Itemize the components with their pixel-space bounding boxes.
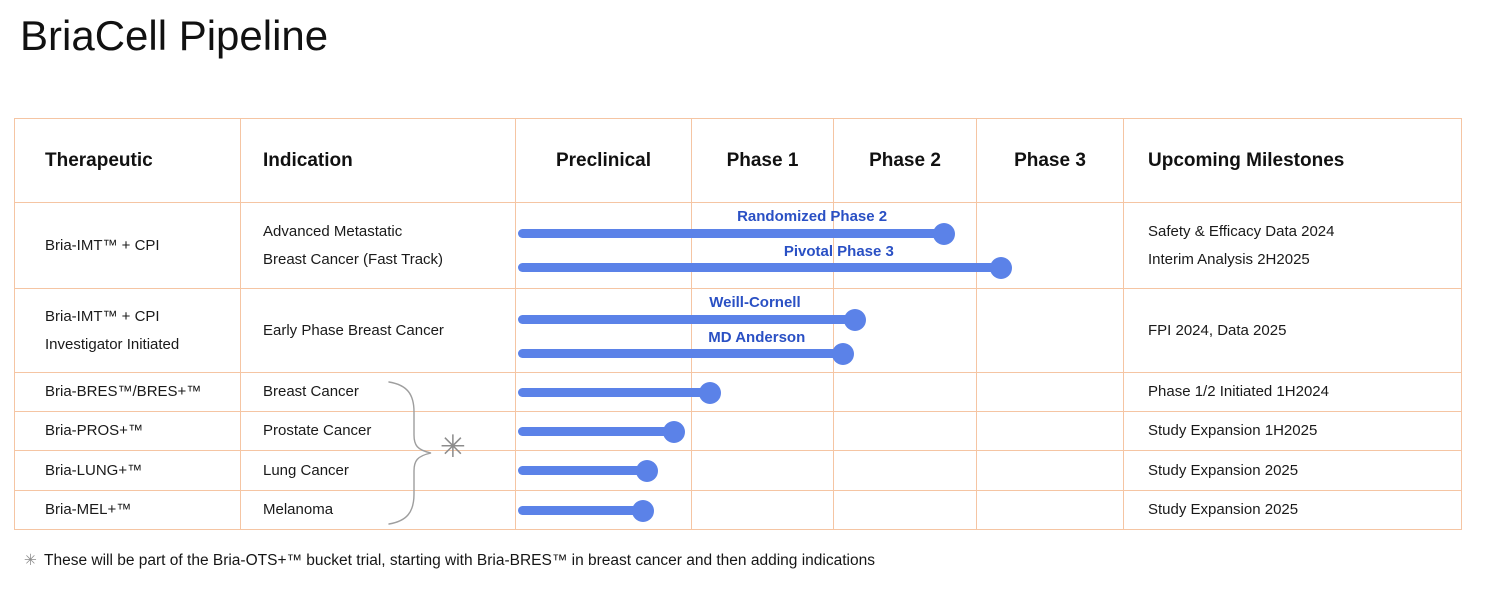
- gantt-overlay: Randomized Phase 2 Pivotal Phase 3: [516, 203, 1124, 288]
- cell-milestones: Study Expansion 2025: [1124, 451, 1461, 490]
- table-row: Bria-PROS+™ Prostate Cancer Study Expans…: [15, 412, 1461, 451]
- table-row: Bria-LUNG+™ Lung Cancer Study Expansion …: [15, 451, 1461, 491]
- gantt-overlay: [516, 451, 1124, 490]
- col-header-milestones: Upcoming Milestones: [1148, 149, 1345, 171]
- cell-phase2: [834, 289, 977, 372]
- cell-indication: Melanoma: [241, 491, 516, 529]
- cell-milestones: Study Expansion 1H2025: [1124, 412, 1461, 450]
- cell-therapeutic: Bria-BRES™/BRES+™: [15, 373, 241, 411]
- group-brace: [388, 381, 432, 525]
- cell-preclinical: [516, 491, 692, 529]
- cell-milestones: Phase 1/2 Initiated 1H2024: [1124, 373, 1461, 411]
- therapeutic-label: Bria-MEL+™: [45, 501, 132, 519]
- cell-therapeutic: Bria-MEL+™: [15, 491, 241, 529]
- cell-preclinical: [516, 451, 692, 490]
- table-row: Bria-BRES™/BRES+™ Breast Cancer Phase 1/…: [15, 373, 1461, 412]
- cell-indication: Prostate Cancer: [241, 412, 516, 450]
- therapeutic-label: Bria-LUNG+™: [45, 461, 143, 479]
- table-row: Bria-MEL+™ Melanoma Study Expansion 2025: [15, 491, 1461, 529]
- footnote: ✳ These will be part of the Bria-OTS+™ bu…: [24, 550, 875, 572]
- gantt-bar: [518, 308, 867, 331]
- cell-therapeutic: Bria-LUNG+™: [15, 451, 241, 490]
- indication-label: Advanced Metastatic Breast Cancer (Fast …: [263, 222, 444, 268]
- cell-phase2: [834, 412, 977, 450]
- cell-preclinical: [516, 289, 692, 372]
- milestones-label: Study Expansion 2025: [1148, 461, 1299, 479]
- therapeutic-label: Bria-PROS+™: [45, 422, 143, 440]
- cell-therapeutic: Bria-IMT™ + CPI: [15, 203, 241, 288]
- gantt-overlay: [516, 491, 1124, 529]
- gantt-bar: [518, 420, 686, 443]
- therapeutic-label: Bria-IMT™ + CPI Investigator Initiated: [45, 307, 180, 353]
- table-header-row: Therapeutic Indication Preclinical Phase…: [15, 119, 1461, 203]
- gantt-bar: [518, 342, 855, 365]
- indication-label: Early Phase Breast Cancer: [263, 321, 444, 339]
- cell-indication: Breast Cancer: [241, 373, 516, 411]
- milestones-label: Study Expansion 2025: [1148, 501, 1299, 519]
- gantt-bar: [518, 222, 956, 245]
- cell-indication: Early Phase Breast Cancer: [241, 289, 516, 372]
- bar-label: Weill-Cornell: [709, 294, 801, 311]
- cell-phase3: [977, 289, 1124, 372]
- gantt-overlay: [516, 412, 1124, 450]
- cell-preclinical: [516, 203, 692, 288]
- cell-phase2: [834, 491, 977, 529]
- gantt-bar: [518, 459, 658, 482]
- footnote-asterisk-icon: ✳: [24, 551, 37, 569]
- cell-preclinical: [516, 412, 692, 450]
- group-asterisk-icon: ✳: [440, 429, 466, 465]
- bar-label: Pivotal Phase 3: [783, 243, 894, 260]
- cell-phase3: [977, 451, 1124, 490]
- cell-phase1: [692, 373, 834, 411]
- pipeline-table: Therapeutic Indication Preclinical Phase…: [14, 118, 1462, 530]
- cell-phase2: [834, 203, 977, 288]
- cell-therapeutic: Bria-IMT™ + CPI Investigator Initiated: [15, 289, 241, 372]
- table-row: Bria-IMT™ + CPI Investigator Initiated E…: [15, 289, 1461, 373]
- therapeutic-label: Bria-BRES™/BRES+™: [45, 383, 202, 401]
- gantt-overlay: [516, 373, 1124, 411]
- cell-phase3: [977, 491, 1124, 529]
- gantt-bar: [518, 256, 1013, 279]
- cell-therapeutic: Bria-PROS+™: [15, 412, 241, 450]
- indication-label: Prostate Cancer: [263, 422, 372, 440]
- page-title: BriaCell Pipeline: [20, 12, 329, 59]
- indication-label: Lung Cancer: [263, 461, 349, 479]
- cell-phase1: [692, 289, 834, 372]
- col-header-indication: Indication: [241, 119, 516, 202]
- col-header-preclinical: Preclinical: [516, 119, 692, 202]
- cell-milestones: Study Expansion 2025: [1124, 491, 1461, 529]
- cell-milestones: FPI 2024, Data 2025: [1124, 289, 1461, 372]
- col-header-phase3: Phase 3: [977, 119, 1124, 202]
- milestones-label: Study Expansion 1H2025: [1148, 422, 1318, 440]
- cell-phase3: [977, 203, 1124, 288]
- cell-phase1: [692, 412, 834, 450]
- indication-label: Breast Cancer: [263, 383, 359, 401]
- cell-phase1: [692, 203, 834, 288]
- milestones-label: Phase 1/2 Initiated 1H2024: [1148, 383, 1329, 401]
- milestones-label: FPI 2024, Data 2025: [1148, 321, 1287, 339]
- table-row: Bria-IMT™ + CPI Advanced Metastatic Brea…: [15, 203, 1461, 289]
- cell-indication: Advanced Metastatic Breast Cancer (Fast …: [241, 203, 516, 288]
- cell-indication: Lung Cancer: [241, 451, 516, 490]
- cell-milestones: Safety & Efficacy Data 2024 Interim Anal…: [1124, 203, 1461, 288]
- milestones-label: Safety & Efficacy Data 2024 Interim Anal…: [1148, 222, 1335, 268]
- cell-phase1: [692, 451, 834, 490]
- indication-label: Melanoma: [263, 501, 334, 519]
- cell-phase2: [834, 451, 977, 490]
- bar-label: MD Anderson: [708, 329, 806, 346]
- footnote-text: These will be part of the Bria-OTS+™ buc…: [44, 552, 875, 569]
- col-header-phase2: Phase 2: [834, 119, 977, 202]
- gantt-bar: [518, 499, 655, 522]
- col-header-therapeutic: Therapeutic: [15, 119, 241, 202]
- bar-label: Randomized Phase 2: [737, 208, 888, 225]
- gantt-bar: [518, 381, 721, 404]
- col-header-phase1: Phase 1: [692, 119, 834, 202]
- cell-phase3: [977, 412, 1124, 450]
- cell-phase3: [977, 373, 1124, 411]
- therapeutic-label: Bria-IMT™ + CPI: [45, 236, 160, 254]
- cell-phase1: [692, 491, 834, 529]
- gantt-overlay: Weill-Cornell MD Anderson: [516, 289, 1124, 372]
- cell-phase2: [834, 373, 977, 411]
